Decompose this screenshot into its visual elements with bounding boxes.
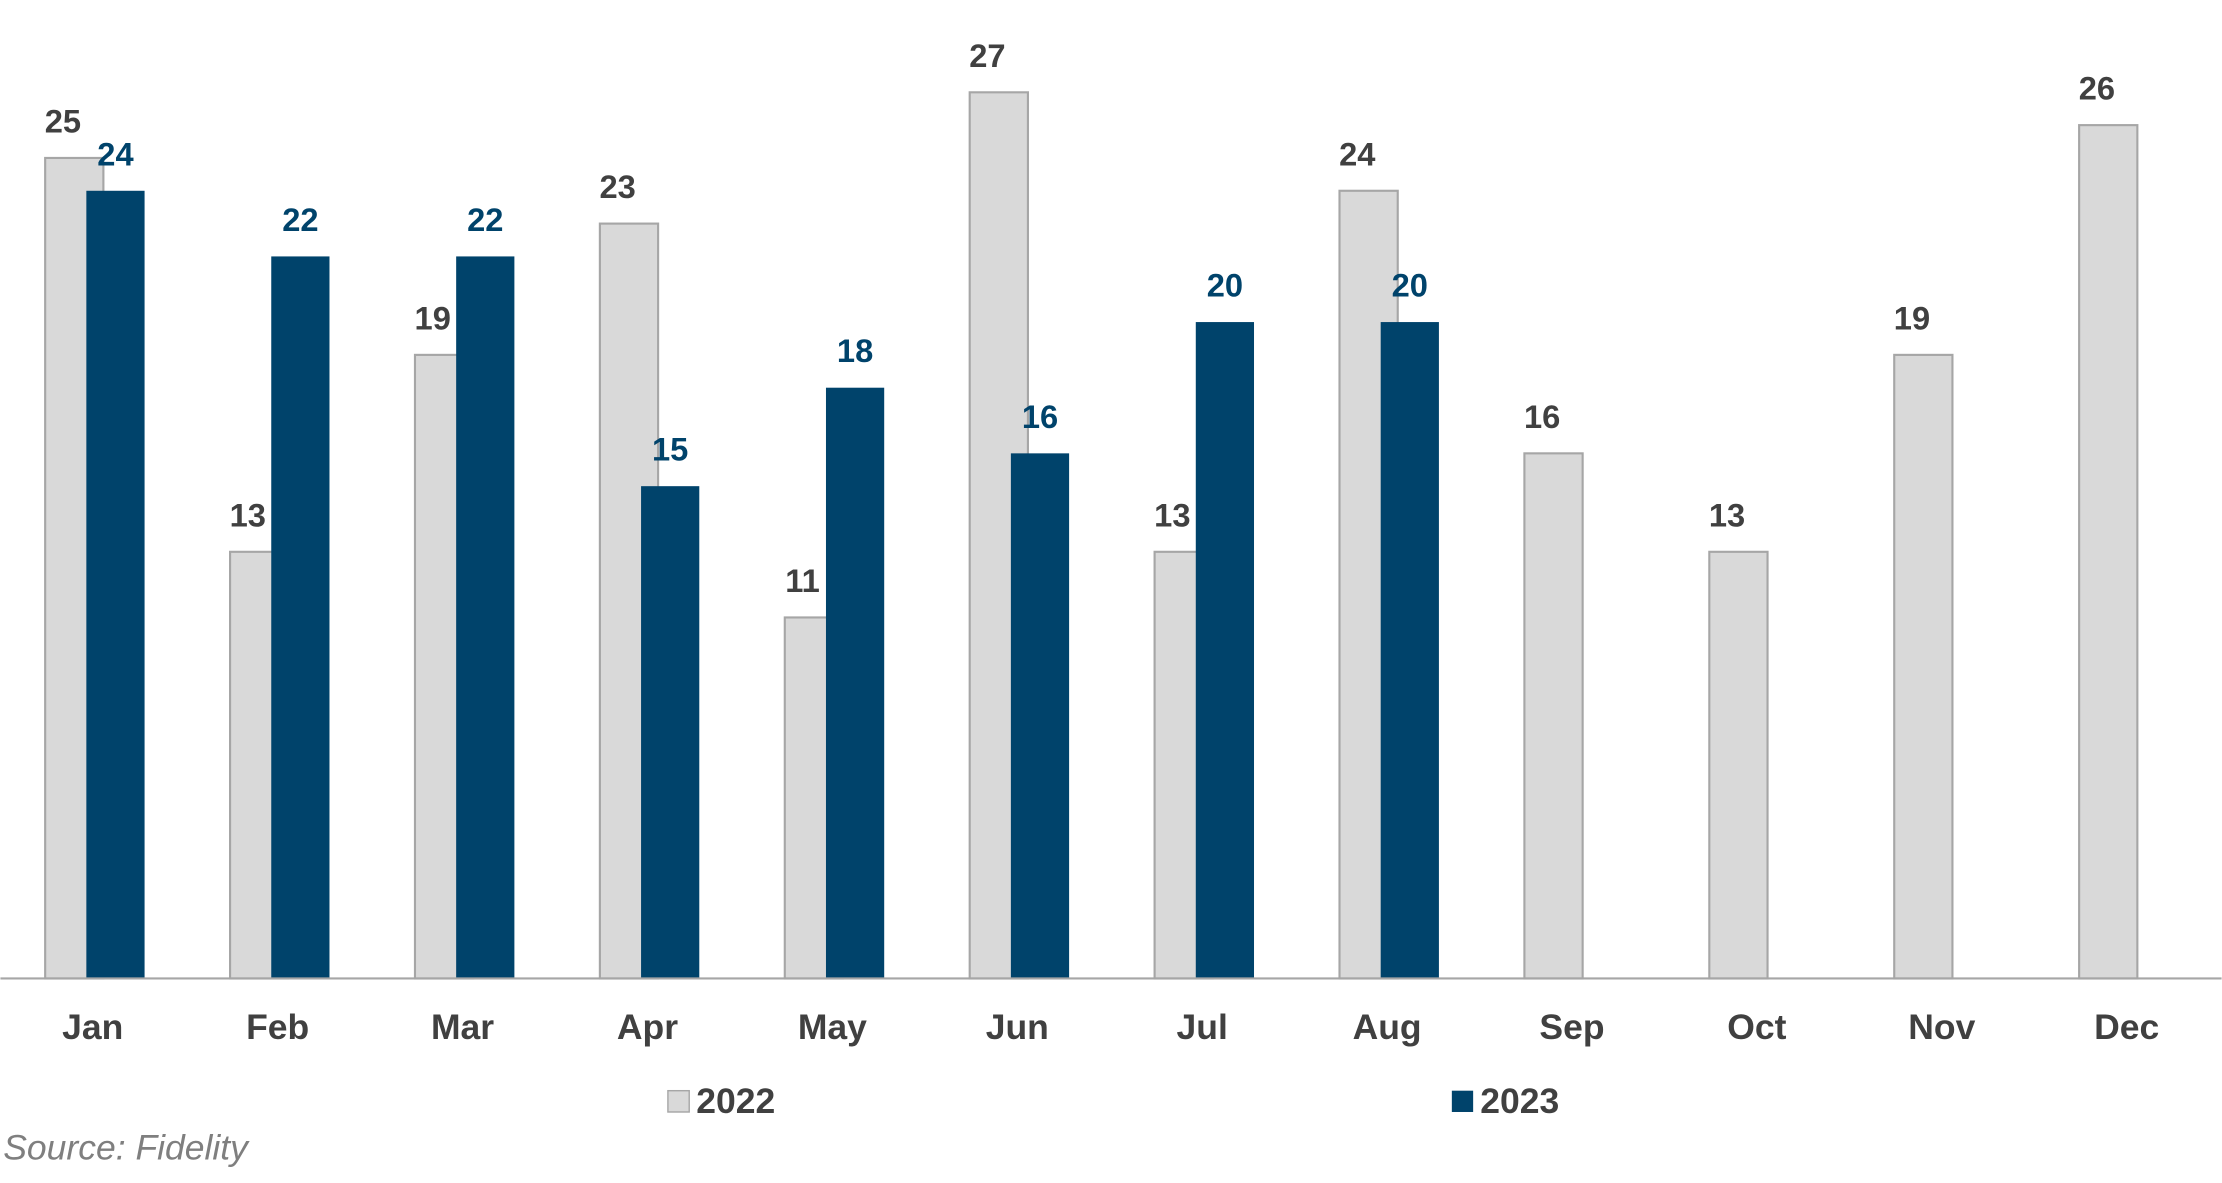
x-tick-label: May [798, 1007, 867, 1047]
x-tick-label: Jan [62, 1007, 123, 1047]
value-label: 20 [1392, 267, 1428, 304]
bar [86, 190, 145, 979]
value-label: 11 [785, 562, 820, 599]
x-tick-label: Jul [1177, 1007, 1228, 1047]
bar [2078, 124, 2139, 980]
x-tick-label: Jun [986, 1007, 1049, 1047]
x-tick-label: Nov [1908, 1007, 1975, 1047]
source-note: Source: Fidelity [3, 1128, 250, 1168]
x-tick-label: Dec [2094, 1007, 2159, 1047]
value-label: 22 [282, 201, 318, 238]
value-label: 16 [1022, 398, 1058, 435]
value-label: 27 [969, 37, 1005, 74]
legend-label: 2022 [696, 1081, 775, 1121]
value-label: 18 [837, 332, 873, 369]
bar [1195, 322, 1255, 979]
bar [456, 256, 515, 979]
bar [271, 256, 330, 979]
value-label: 19 [1894, 299, 1930, 336]
value-label: 25 [45, 102, 81, 139]
value-label: 24 [97, 135, 133, 172]
x-tick-label: Aug [1353, 1007, 1422, 1047]
value-label: 13 [1154, 496, 1190, 533]
bar [1380, 322, 1439, 979]
legend-swatch [667, 1089, 690, 1113]
legend-swatch [1451, 1090, 1474, 1112]
value-label: 15 [652, 431, 688, 468]
bar [1708, 550, 1769, 980]
bar [825, 387, 885, 979]
x-tick-label: Apr [617, 1007, 678, 1047]
bar [1523, 452, 1584, 980]
value-label: 16 [1524, 398, 1560, 435]
value-label: 13 [1709, 496, 1745, 533]
x-tick-label: Oct [1727, 1007, 1786, 1047]
value-label: 19 [415, 299, 451, 336]
bar [1010, 453, 1070, 979]
x-tick-label: Mar [431, 1007, 494, 1047]
value-label: 20 [1207, 267, 1243, 304]
value-label: 13 [230, 496, 266, 533]
value-label: 24 [1339, 135, 1375, 172]
x-tick-label: Feb [246, 1007, 309, 1047]
bar [1893, 353, 1954, 980]
bar [641, 486, 700, 979]
value-label: 23 [599, 168, 635, 205]
x-tick-label: Sep [1539, 1007, 1604, 1047]
value-label: 26 [2079, 70, 2115, 107]
value-label: 22 [467, 201, 503, 238]
legend-label: 2023 [1480, 1081, 1559, 1121]
